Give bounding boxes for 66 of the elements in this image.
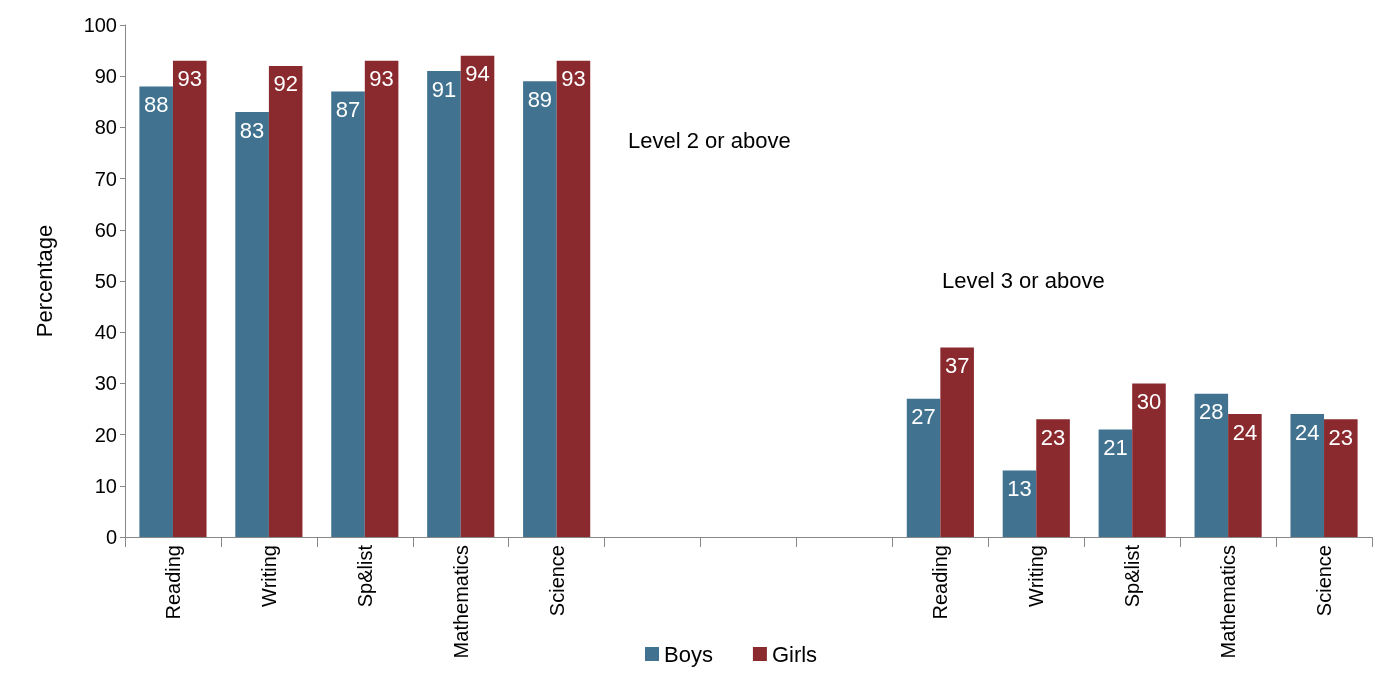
x-tick-label: Writing [257, 545, 280, 607]
x-tick-label: Reading [929, 545, 952, 620]
data-label: 24 [1295, 419, 1320, 445]
bar [427, 71, 461, 537]
bar [1228, 414, 1262, 537]
data-label: 21 [1103, 434, 1128, 460]
bar [940, 347, 974, 537]
bar [556, 60, 591, 537]
y-tick-label: 10 [94, 474, 117, 497]
bar [1132, 383, 1166, 537]
legend-label: Boys [664, 641, 713, 667]
data-label: 28 [1199, 399, 1224, 425]
x-tick-label: Mathematics [1217, 545, 1240, 659]
bar [460, 55, 495, 537]
data-label: 93 [177, 66, 202, 92]
bar [235, 112, 269, 537]
data-label: 24 [1232, 419, 1258, 445]
y-tick-label: 30 [94, 372, 117, 395]
data-label: 89 [527, 86, 553, 112]
y-tick-label: 20 [94, 423, 117, 446]
bar [1290, 414, 1325, 537]
bar [1002, 470, 1037, 537]
x-tick-label: Science [1313, 545, 1336, 617]
annotation: Level 3 or above [942, 267, 1105, 293]
bar [906, 398, 941, 537]
data-label: 88 [143, 91, 169, 117]
data-label: 87 [335, 97, 361, 123]
bar [1036, 419, 1070, 537]
bar [1324, 419, 1358, 537]
bar [364, 60, 399, 537]
x-tick-label: Writing [1025, 545, 1048, 607]
y-tick-label: 100 [83, 14, 117, 36]
y-tick-label: 90 [94, 65, 117, 88]
y-tick-label: 50 [94, 270, 117, 292]
data-label: 91 [431, 76, 457, 102]
x-tick-label: Sp&list [1121, 544, 1144, 608]
legend-label: Girls [771, 641, 818, 667]
data-label: 13 [1007, 475, 1032, 501]
y-tick-label: 70 [94, 167, 117, 190]
data-label: 30 [1136, 388, 1162, 414]
data-label: 23 [1040, 424, 1066, 450]
bar [268, 65, 303, 537]
data-label: 83 [239, 117, 265, 143]
bar [1194, 393, 1229, 537]
y-tick-label: 60 [94, 218, 117, 241]
bar [331, 91, 365, 537]
data-label: 92 [273, 71, 298, 97]
bar [1098, 429, 1133, 537]
data-label: 93 [561, 66, 586, 92]
y-tick-label: 80 [94, 116, 117, 139]
data-label: 27 [911, 404, 936, 430]
x-tick-label: Science [545, 545, 568, 617]
data-label: 94 [465, 61, 490, 87]
x-tick-label: Reading [161, 545, 184, 620]
bar [523, 81, 557, 537]
y-tick-label: 40 [94, 321, 117, 344]
y-axis-title: Percentage [31, 224, 57, 338]
data-label: 23 [1328, 424, 1354, 450]
x-tick-label: Sp&list [353, 544, 376, 608]
data-label: 37 [944, 353, 970, 379]
data-label: 93 [369, 66, 394, 92]
bar [172, 60, 207, 537]
x-tick-label: Mathematics [449, 545, 472, 659]
bar [139, 86, 173, 537]
y-tick-label: 0 [105, 526, 117, 548]
annotation: Level 2 or above [628, 127, 791, 153]
